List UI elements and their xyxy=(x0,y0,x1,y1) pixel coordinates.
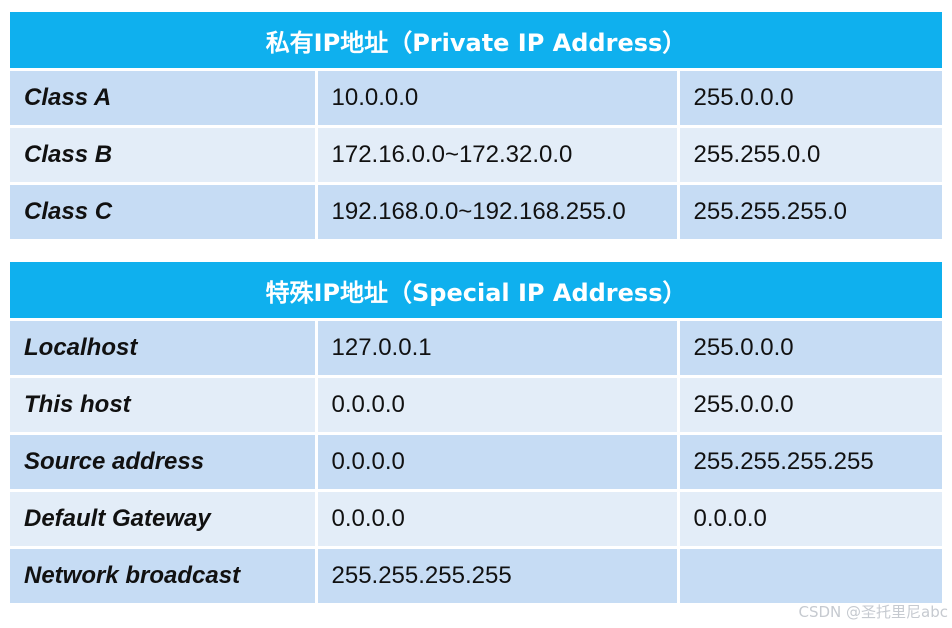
watermark: CSDN @圣托里尼abc xyxy=(798,603,949,621)
ip-address: 0.0.0.0 xyxy=(316,433,680,492)
subnet-mask: 0.0.0.0 xyxy=(678,490,942,549)
table-row: This host 0.0.0.0 255.0.0.0 xyxy=(10,376,942,435)
subnet-mask: 255.0.0.0 xyxy=(678,376,942,435)
subnet-mask: 255.255.0.0 xyxy=(678,126,942,185)
table-header-row: 私有IP地址（Private IP Address） xyxy=(10,12,942,71)
address-type-label: Source address xyxy=(10,433,318,492)
private-ip-table: 私有IP地址（Private IP Address） Class A 10.0.… xyxy=(10,12,942,242)
ip-address: 0.0.0.0 xyxy=(316,490,680,549)
ip-address: 255.255.255.255 xyxy=(316,547,680,606)
class-label: Class A xyxy=(10,69,318,128)
address-type-label: Localhost xyxy=(10,319,318,378)
ip-range: 172.16.0.0~172.32.0.0 xyxy=(316,126,680,185)
ip-address: 0.0.0.0 xyxy=(316,376,680,435)
class-label: Class C xyxy=(10,183,318,242)
table-header-row: 特殊IP地址（Special IP Address） xyxy=(10,262,942,321)
table-row: Class A 10.0.0.0 255.0.0.0 xyxy=(10,69,942,128)
address-type-label: This host xyxy=(10,376,318,435)
ip-range: 10.0.0.0 xyxy=(316,69,680,128)
address-type-label: Default Gateway xyxy=(10,490,318,549)
table-row: Class C 192.168.0.0~192.168.255.0 255.25… xyxy=(10,183,942,242)
class-label: Class B xyxy=(10,126,318,185)
subnet-mask: 255.255.255.255 xyxy=(678,433,942,492)
private-ip-title: 私有IP地址（Private IP Address） xyxy=(10,12,942,71)
address-type-label: Network broadcast xyxy=(10,547,318,606)
special-ip-table: 特殊IP地址（Special IP Address） Localhost 127… xyxy=(10,262,942,606)
subnet-mask: 255.255.255.0 xyxy=(678,183,942,242)
ip-address: 127.0.0.1 xyxy=(316,319,680,378)
table-row: Localhost 127.0.0.1 255.0.0.0 xyxy=(10,319,942,378)
table-row: Source address 0.0.0.0 255.255.255.255 xyxy=(10,433,942,492)
table-row: Class B 172.16.0.0~172.32.0.0 255.255.0.… xyxy=(10,126,942,185)
table-row: Default Gateway 0.0.0.0 0.0.0.0 xyxy=(10,490,942,549)
subnet-mask: 255.0.0.0 xyxy=(678,319,942,378)
subnet-mask: 255.0.0.0 xyxy=(678,69,942,128)
special-ip-title: 特殊IP地址（Special IP Address） xyxy=(10,262,942,321)
subnet-mask xyxy=(678,547,942,606)
ip-range: 192.168.0.0~192.168.255.0 xyxy=(316,183,680,242)
table-row: Network broadcast 255.255.255.255 xyxy=(10,547,942,606)
